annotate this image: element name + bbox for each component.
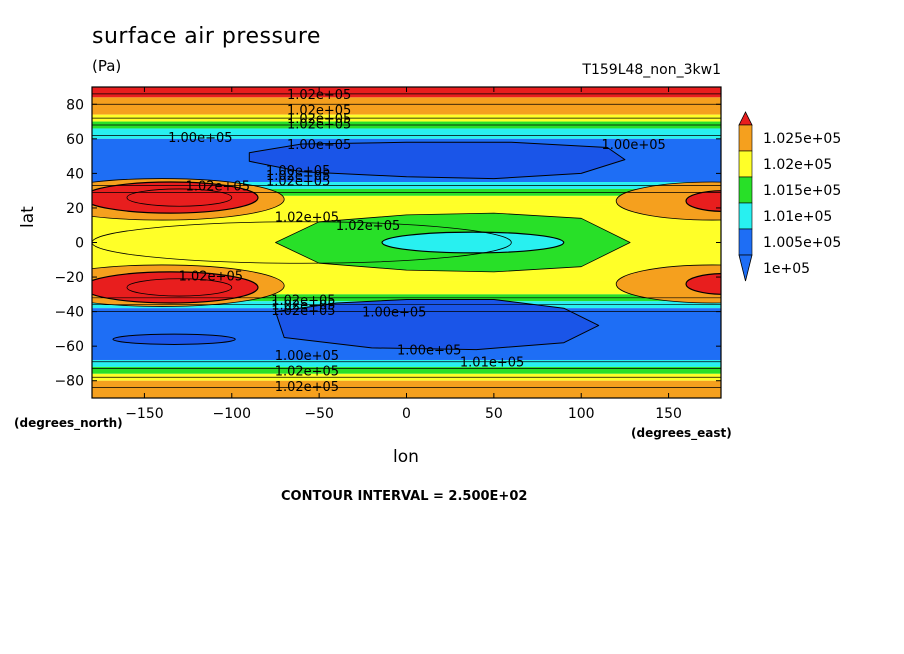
contour-label: 1.00e+05	[287, 138, 351, 153]
chart-title: surface air pressure	[92, 24, 321, 49]
contour-label: 1.02e+05	[287, 103, 351, 118]
legend-swatch	[738, 176, 753, 204]
contour-label: 1.00e+05	[601, 138, 665, 153]
y-tick-label: 60	[66, 132, 84, 148]
chart-units: (Pa)	[92, 57, 122, 75]
y-tick-label: −80	[54, 374, 84, 390]
contour-interval-label: CONTOUR INTERVAL = 2.500E+02	[281, 489, 528, 504]
legend-arrow-top	[738, 111, 753, 126]
y-tick-label: 0	[75, 236, 84, 252]
x-tick-label: −100	[213, 406, 251, 422]
high-red-nw	[92, 181, 259, 214]
x-axis-label: lon	[393, 447, 419, 467]
legend-label: 1e+05	[763, 261, 810, 277]
contour-label: 1.02e+05	[186, 179, 250, 194]
contour-sw-inner	[126, 278, 233, 297]
contour-nw-inner	[126, 188, 233, 207]
contour-label: 1.02e+05	[275, 211, 339, 226]
legend-label: 1.005e+05	[763, 235, 841, 251]
legend-swatch	[738, 202, 753, 230]
y-units-note: (degrees_north)	[14, 416, 123, 430]
y-tick-label: −40	[54, 305, 84, 321]
contour-label: 1.02e+05	[271, 294, 335, 309]
legend-arrow-bottom	[738, 254, 753, 282]
high-red-sw	[92, 271, 259, 304]
equatorial-cyan	[381, 231, 565, 254]
high-orange-se	[615, 264, 721, 304]
contour-label: 1.02e+05	[266, 169, 330, 184]
x-tick-label: −150	[125, 406, 163, 422]
contour-label: 1.02e+05	[271, 299, 335, 314]
fill-band	[92, 128, 721, 139]
low-south	[275, 299, 600, 351]
legend-label: 1.015e+05	[763, 183, 841, 199]
fill-band	[92, 97, 721, 115]
contour-label: 1.00e+05	[275, 349, 339, 364]
contour-label: 1.00e+05	[266, 164, 330, 179]
x-units-note: (degrees_east)	[631, 426, 732, 440]
legend-swatch	[738, 228, 753, 256]
y-tick-label: 20	[66, 201, 84, 217]
contour-label: 1.02e+05	[275, 364, 339, 379]
fill-band	[92, 359, 721, 367]
legend-label: 1.02e+05	[763, 157, 832, 173]
contour-label: 1.02e+05	[179, 269, 243, 284]
y-tick-label: −20	[54, 270, 84, 286]
contour-label: 1.02e+05	[287, 112, 351, 127]
x-tick-label: 0	[402, 406, 411, 422]
contour-label: 1.02e+05	[287, 117, 351, 132]
fill-band	[92, 380, 721, 398]
legend-swatch	[738, 150, 753, 178]
x-tick-label: −50	[304, 406, 334, 422]
legend-label: 1.025e+05	[763, 131, 841, 147]
y-tick-label: 40	[66, 166, 84, 182]
x-tick-label: 50	[485, 406, 503, 422]
contour-label: 1.02e+05	[266, 174, 330, 189]
x-tick-label: 150	[655, 406, 682, 422]
fill-band	[92, 366, 721, 374]
fill-band	[92, 195, 721, 205]
high-red-se	[685, 273, 721, 295]
contour-label: 1.01e+05	[460, 356, 524, 371]
contour-label: 1.02e+05	[275, 380, 339, 395]
legend-swatch	[738, 124, 753, 152]
contour-label: 1.02e+05	[287, 88, 351, 103]
low-south-tail	[112, 333, 236, 345]
run-label: T159L48_non_3kw1	[582, 62, 721, 78]
legend-label: 1.01e+05	[763, 209, 832, 225]
contour-label: 1.00e+05	[168, 131, 232, 146]
contour-label: 1.00e+05	[397, 344, 461, 359]
fill-band	[92, 87, 721, 98]
y-tick-label: 80	[66, 97, 84, 113]
high-red-ne	[685, 190, 721, 212]
x-tick-label: 100	[568, 406, 595, 422]
y-tick-label: −60	[54, 339, 84, 355]
contour-eq-outer	[92, 221, 512, 264]
contour-label: 1.02e+05	[271, 304, 335, 319]
contour-label: 1.00e+05	[362, 306, 426, 321]
contour-label: 1.02e+05	[336, 219, 400, 234]
high-orange-ne	[615, 181, 721, 221]
low-north	[248, 141, 626, 180]
